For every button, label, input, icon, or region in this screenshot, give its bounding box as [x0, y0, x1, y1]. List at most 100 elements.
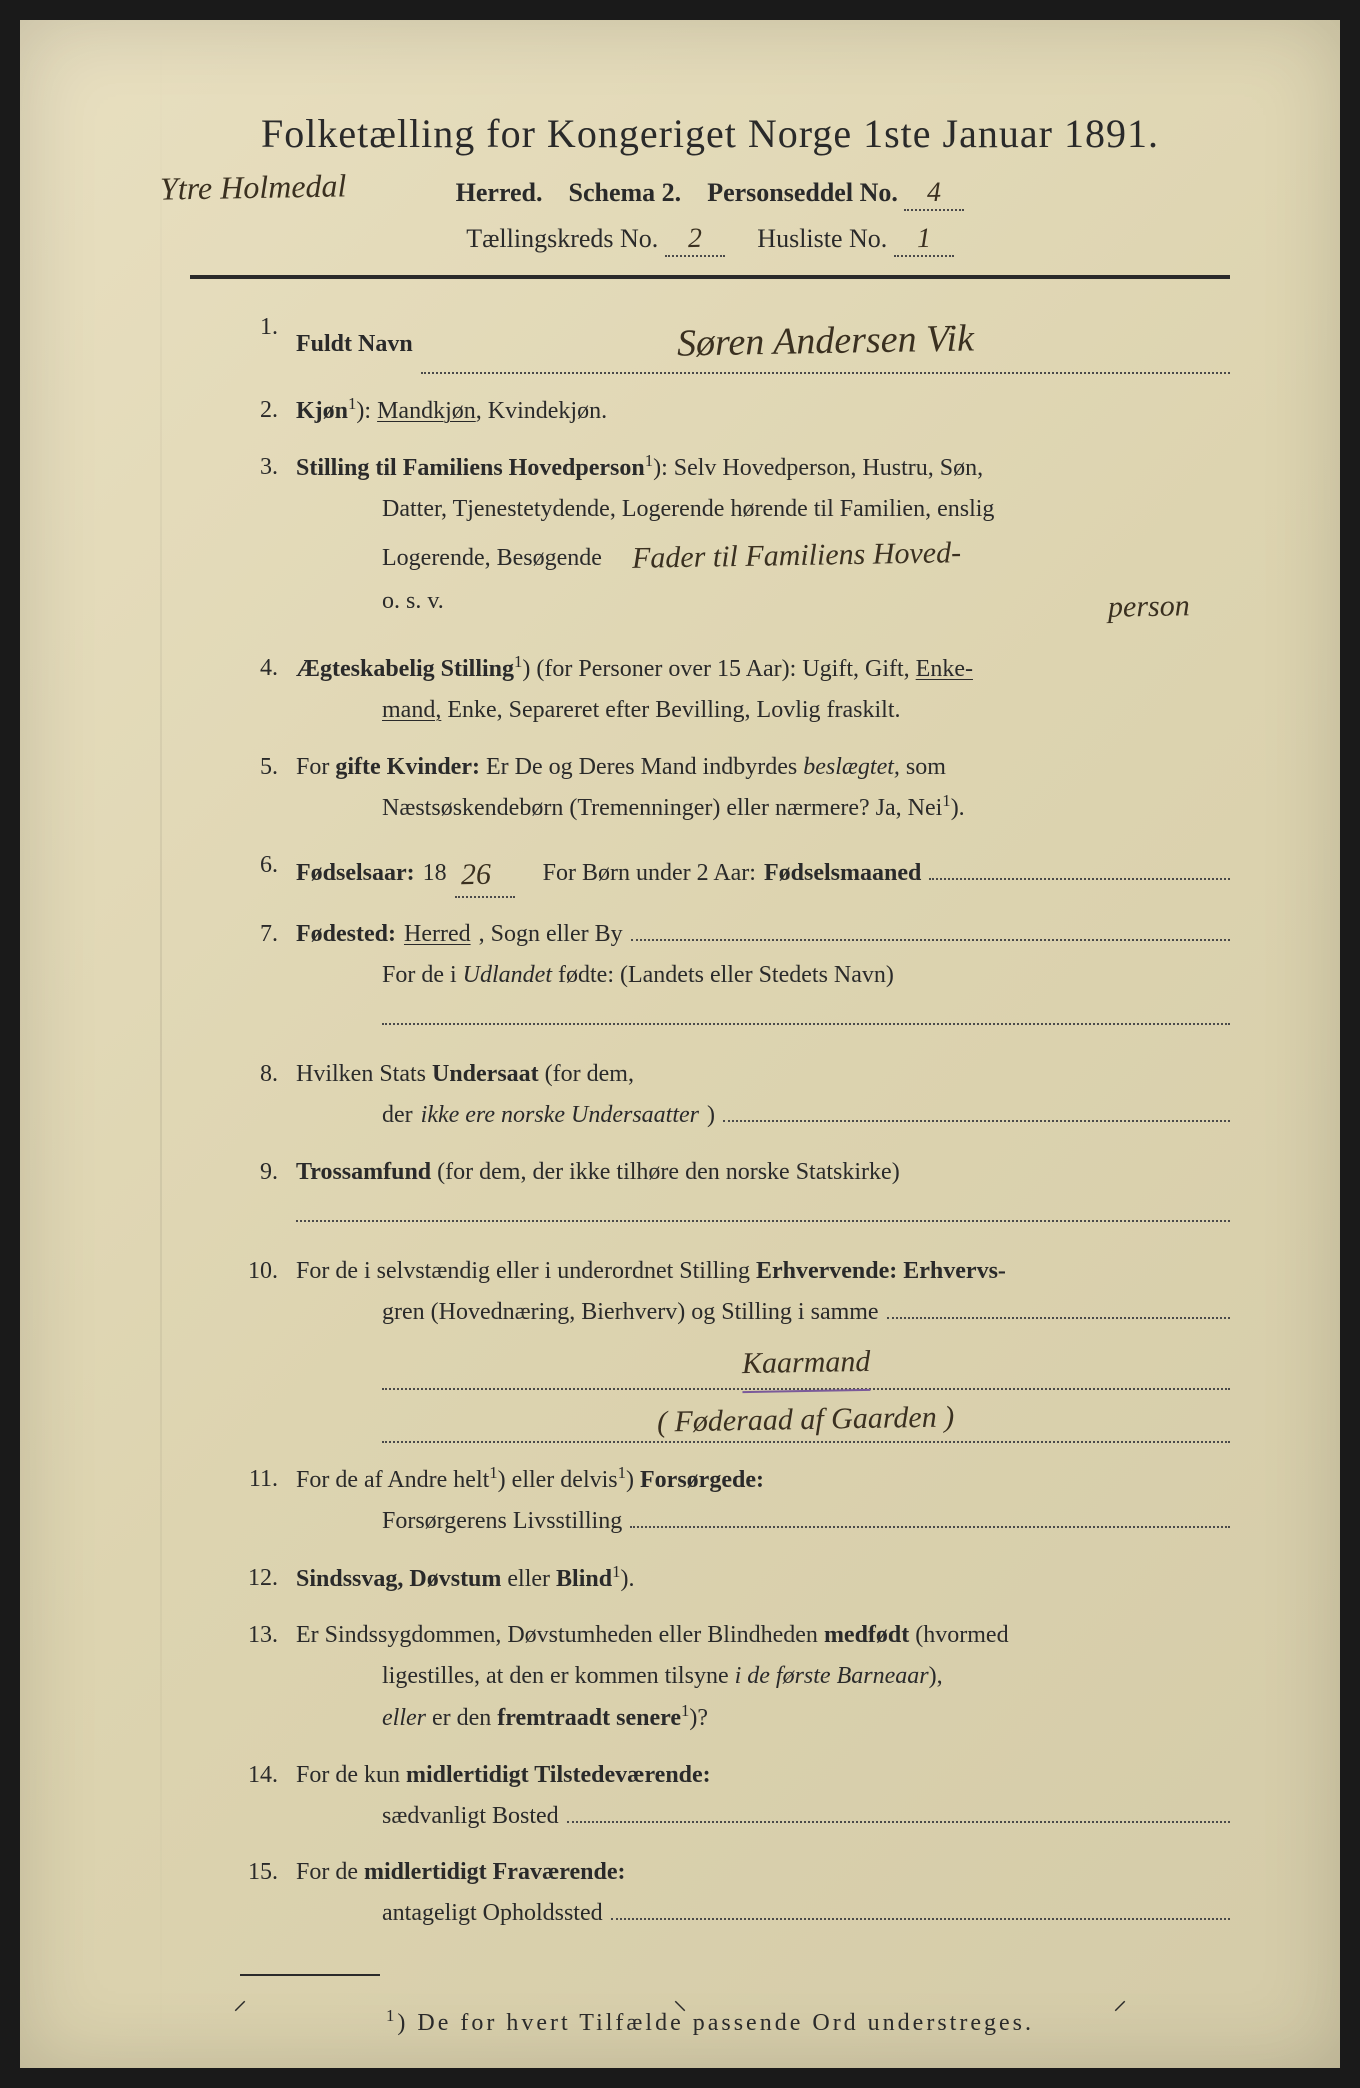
line2: ligestilles, at den er kommen tilsyne i …: [296, 1656, 1230, 1697]
label: Sindssvag, Døvstum: [296, 1566, 501, 1592]
husliste-label: Husliste No.: [757, 224, 887, 253]
label: midlertidigt Tilstedeværende:: [406, 1762, 711, 1788]
italic: beslægtet,: [803, 754, 900, 780]
text3: ligestilles, at den er kommen tilsyne: [382, 1663, 735, 1689]
line3: [296, 996, 1230, 1039]
text3: som: [900, 754, 946, 780]
text1: For de i selvstændig eller i underordnet…: [296, 1258, 756, 1284]
italic: ikke ere norske Undersaatter: [421, 1095, 699, 1136]
personseddel-value: 4: [927, 177, 942, 209]
item-num: 14.: [240, 1755, 296, 1837]
text2: gren (Hovednæring, Bierhverv) og Stillin…: [382, 1292, 879, 1333]
item-1: 1. Fuldt Navn Søren Andersen Vik: [240, 307, 1230, 374]
label2: Blind: [556, 1566, 612, 1592]
item-num: 9.: [240, 1152, 296, 1235]
text1: For de kun: [296, 1762, 406, 1788]
line4: o. s. v. person: [296, 581, 1230, 632]
item-13: 13. Er Sindssygdommen, Døvstumheden elle…: [240, 1615, 1230, 1738]
item-body: Kjøn1): Mandkjøn, Kvindekjøn.: [296, 390, 1230, 432]
field: [630, 1526, 1230, 1528]
text2: sædvanligt Bosted: [382, 1796, 559, 1837]
field: [723, 1120, 1230, 1122]
item-num: 2.: [240, 390, 296, 432]
item-body: For de af Andre helt1) eller delvis1) Fo…: [296, 1459, 1230, 1542]
bottom-marks: ⸝ ⸜ ⸝: [20, 1980, 1340, 2018]
label: Trossamfund: [296, 1159, 431, 1185]
item-num: 10.: [240, 1251, 296, 1443]
text: (for dem, der ikke tilhøre den norske St…: [431, 1159, 900, 1185]
item-3: 3. Stilling til Familiens Hovedperson1):…: [240, 447, 1230, 632]
text3: ): [626, 1467, 640, 1493]
item-num: 1.: [240, 307, 296, 374]
herred-label: Herred.: [456, 178, 543, 207]
item-body: Hvilken Stats Undersaat (for dem, der ik…: [296, 1054, 1230, 1136]
text1: , Sogn eller By: [479, 914, 623, 955]
text2: (for dem,: [539, 1061, 634, 1087]
sup1: 1: [489, 1463, 497, 1482]
item-body: For gifte Kvinder: Er De og Deres Mand i…: [296, 747, 1230, 830]
form-items: 1. Fuldt Navn Søren Andersen Vik 2. Kjøn…: [190, 307, 1230, 1934]
line2: antageligt Opholdssted: [296, 1893, 1230, 1934]
item-body: For de i selvstændig eller i underordnet…: [296, 1251, 1230, 1443]
label2: fremtraadt senere: [497, 1705, 681, 1731]
item-body: For de midlertidigt Fraværende: antageli…: [296, 1852, 1230, 1934]
line2: sædvanligt Bosted: [296, 1796, 1230, 1837]
underlined: Mandkjøn: [377, 398, 476, 424]
item-6: 6. Fødselsaar: 1826 For Børn under 2 Aar…: [240, 845, 1230, 898]
item-5: 5. For gifte Kvinder: Er De og Deres Man…: [240, 747, 1230, 830]
label: Kjøn: [296, 398, 348, 424]
text3: der: [382, 1095, 413, 1136]
hw1: Kaarmand: [741, 1336, 870, 1393]
tallingskreds-label: Tællingskreds No.: [466, 224, 658, 253]
item-body: Fødested: Herred, Sogn eller By For de i…: [296, 914, 1230, 1038]
item-8: 8. Hvilken Stats Undersaat (for dem, der…: [240, 1054, 1230, 1136]
line2: Næstsøskendebørn (Tremenninger) eller næ…: [296, 787, 1230, 829]
label: Fødested:: [296, 914, 396, 955]
text5: er den: [426, 1705, 497, 1731]
item-10: 10. For de i selvstændig eller i underor…: [240, 1251, 1230, 1443]
hw1: Fader til Familiens Hoved-: [632, 527, 962, 584]
text2: mand,: [382, 697, 441, 723]
schema-label: Schema 2.: [569, 178, 682, 207]
text2: antageligt Opholdssted: [382, 1893, 603, 1934]
label: Forsørgede:: [640, 1467, 764, 1493]
field: [567, 1821, 1230, 1823]
name-field: Søren Andersen Vik: [421, 307, 1230, 374]
field2: Kaarmand: [382, 1333, 1230, 1390]
item-num: 8.: [240, 1054, 296, 1136]
label: midlertidigt Fraværende:: [364, 1859, 626, 1885]
prefix: 18: [423, 853, 447, 894]
text2: ) eller delvis: [498, 1467, 618, 1493]
item-body: Trossamfund (for dem, der ikke tilhøre d…: [296, 1152, 1230, 1235]
item-num: 5.: [240, 747, 296, 830]
italic2: eller: [382, 1705, 426, 1731]
blank-line: [296, 1193, 1230, 1222]
item-body: For de kun midlertidigt Tilstedeværende:…: [296, 1755, 1230, 1837]
line2: der ikke ere norske Undersaatter): [296, 1095, 1230, 1136]
italic: Udlandet: [463, 962, 552, 988]
name-value: Søren Andersen Vik: [676, 306, 974, 376]
text3: fødte: (Landets eller Stedets Navn): [552, 962, 894, 988]
sup: 1: [942, 791, 950, 810]
field: [611, 1918, 1230, 1920]
divider-bottom: [240, 1974, 380, 1976]
mark-left: ⸝: [233, 1980, 247, 2018]
item-num: 7.: [240, 914, 296, 1038]
label: medfødt: [824, 1622, 909, 1648]
text1: Hvilken Stats: [296, 1061, 432, 1087]
item-num: 12.: [240, 1558, 296, 1600]
hw2: person: [1108, 580, 1191, 632]
text1: For de af Andre helt: [296, 1467, 489, 1493]
label: Fuldt Navn: [296, 324, 413, 365]
item-body: Ægteskabelig Stilling1) (for Personer ov…: [296, 648, 1230, 731]
text1: For: [296, 754, 335, 780]
form-header: Folketælling for Kongeriget Norge 1ste J…: [190, 110, 1230, 257]
item-body: Fuldt Navn Søren Andersen Vik: [296, 307, 1230, 374]
subtitle-row-1: Ytre Holmedal Herred. Schema 2. Personse…: [190, 177, 1230, 211]
line2: For de i Udlandet fødte: (Landets eller …: [296, 955, 1230, 996]
text4: ): [707, 1095, 715, 1136]
line1: Fødested: Herred, Sogn eller By: [296, 914, 1230, 955]
sup2: 1: [618, 1463, 626, 1482]
husliste-value: 1: [917, 223, 932, 255]
tallingskreds-value: 2: [688, 223, 703, 255]
